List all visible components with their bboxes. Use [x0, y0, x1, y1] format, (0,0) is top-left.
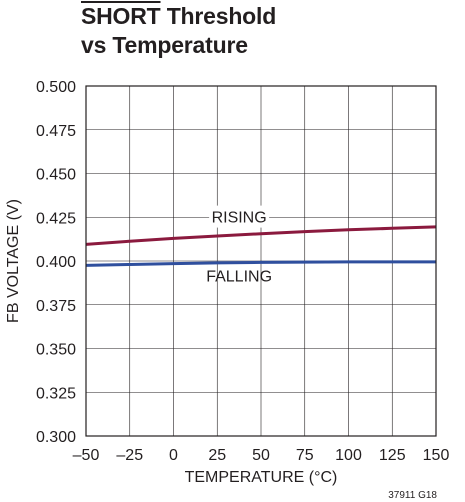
- y-tick-label: 0.325: [36, 385, 76, 402]
- plot-frame: [85, 85, 437, 437]
- x-tick-label: 100: [335, 447, 362, 464]
- y-tick-label: 0.300: [36, 429, 76, 446]
- y-axis-label: FB VOLTAGE (V): [5, 199, 22, 323]
- title-overlined-word: SHORT: [81, 3, 161, 29]
- y-tick-label: 0.400: [36, 254, 76, 271]
- title-line1-rest: Threshold: [160, 3, 277, 29]
- y-tick-label: 0.450: [36, 167, 76, 184]
- x-tick-label: 25: [208, 447, 226, 464]
- x-axis-label: TEMPERATURE (°C): [185, 469, 338, 486]
- y-tick-label: 0.475: [36, 123, 76, 140]
- chart-title: SHORT Threshold vs Temperature: [81, 2, 276, 60]
- x-tick-label: –50: [73, 447, 100, 464]
- series-lines: [85, 225, 437, 267]
- y-tick-label: 0.500: [36, 79, 76, 96]
- series-line-rising: [85, 225, 437, 246]
- rising-label-gap: [209, 205, 270, 228]
- tick-labels: –50 –25 0 25 50 75 100 125 150 0.300 0.325 0.350 0.3…: [36, 79, 449, 464]
- series-label-rising: RISING: [212, 210, 267, 227]
- series-line-falling: [85, 260, 436, 267]
- title-line2: vs Temperature: [81, 32, 248, 58]
- series-labels: RISING FALLING: [206, 205, 272, 285]
- y-tick-label: 0.425: [36, 210, 76, 227]
- x-tick-label: 0: [169, 447, 178, 464]
- figure-code: 37911 G18: [388, 490, 437, 501]
- x-tick-label: 125: [379, 447, 406, 464]
- y-tick-label: 0.375: [36, 298, 76, 315]
- series-label-falling: FALLING: [206, 268, 272, 285]
- x-tick-label: 150: [423, 447, 450, 464]
- y-tick-label: 0.350: [36, 342, 76, 359]
- x-tick-label: 50: [252, 447, 270, 464]
- x-tick-label: 75: [296, 447, 314, 464]
- x-tick-label: –25: [116, 447, 143, 464]
